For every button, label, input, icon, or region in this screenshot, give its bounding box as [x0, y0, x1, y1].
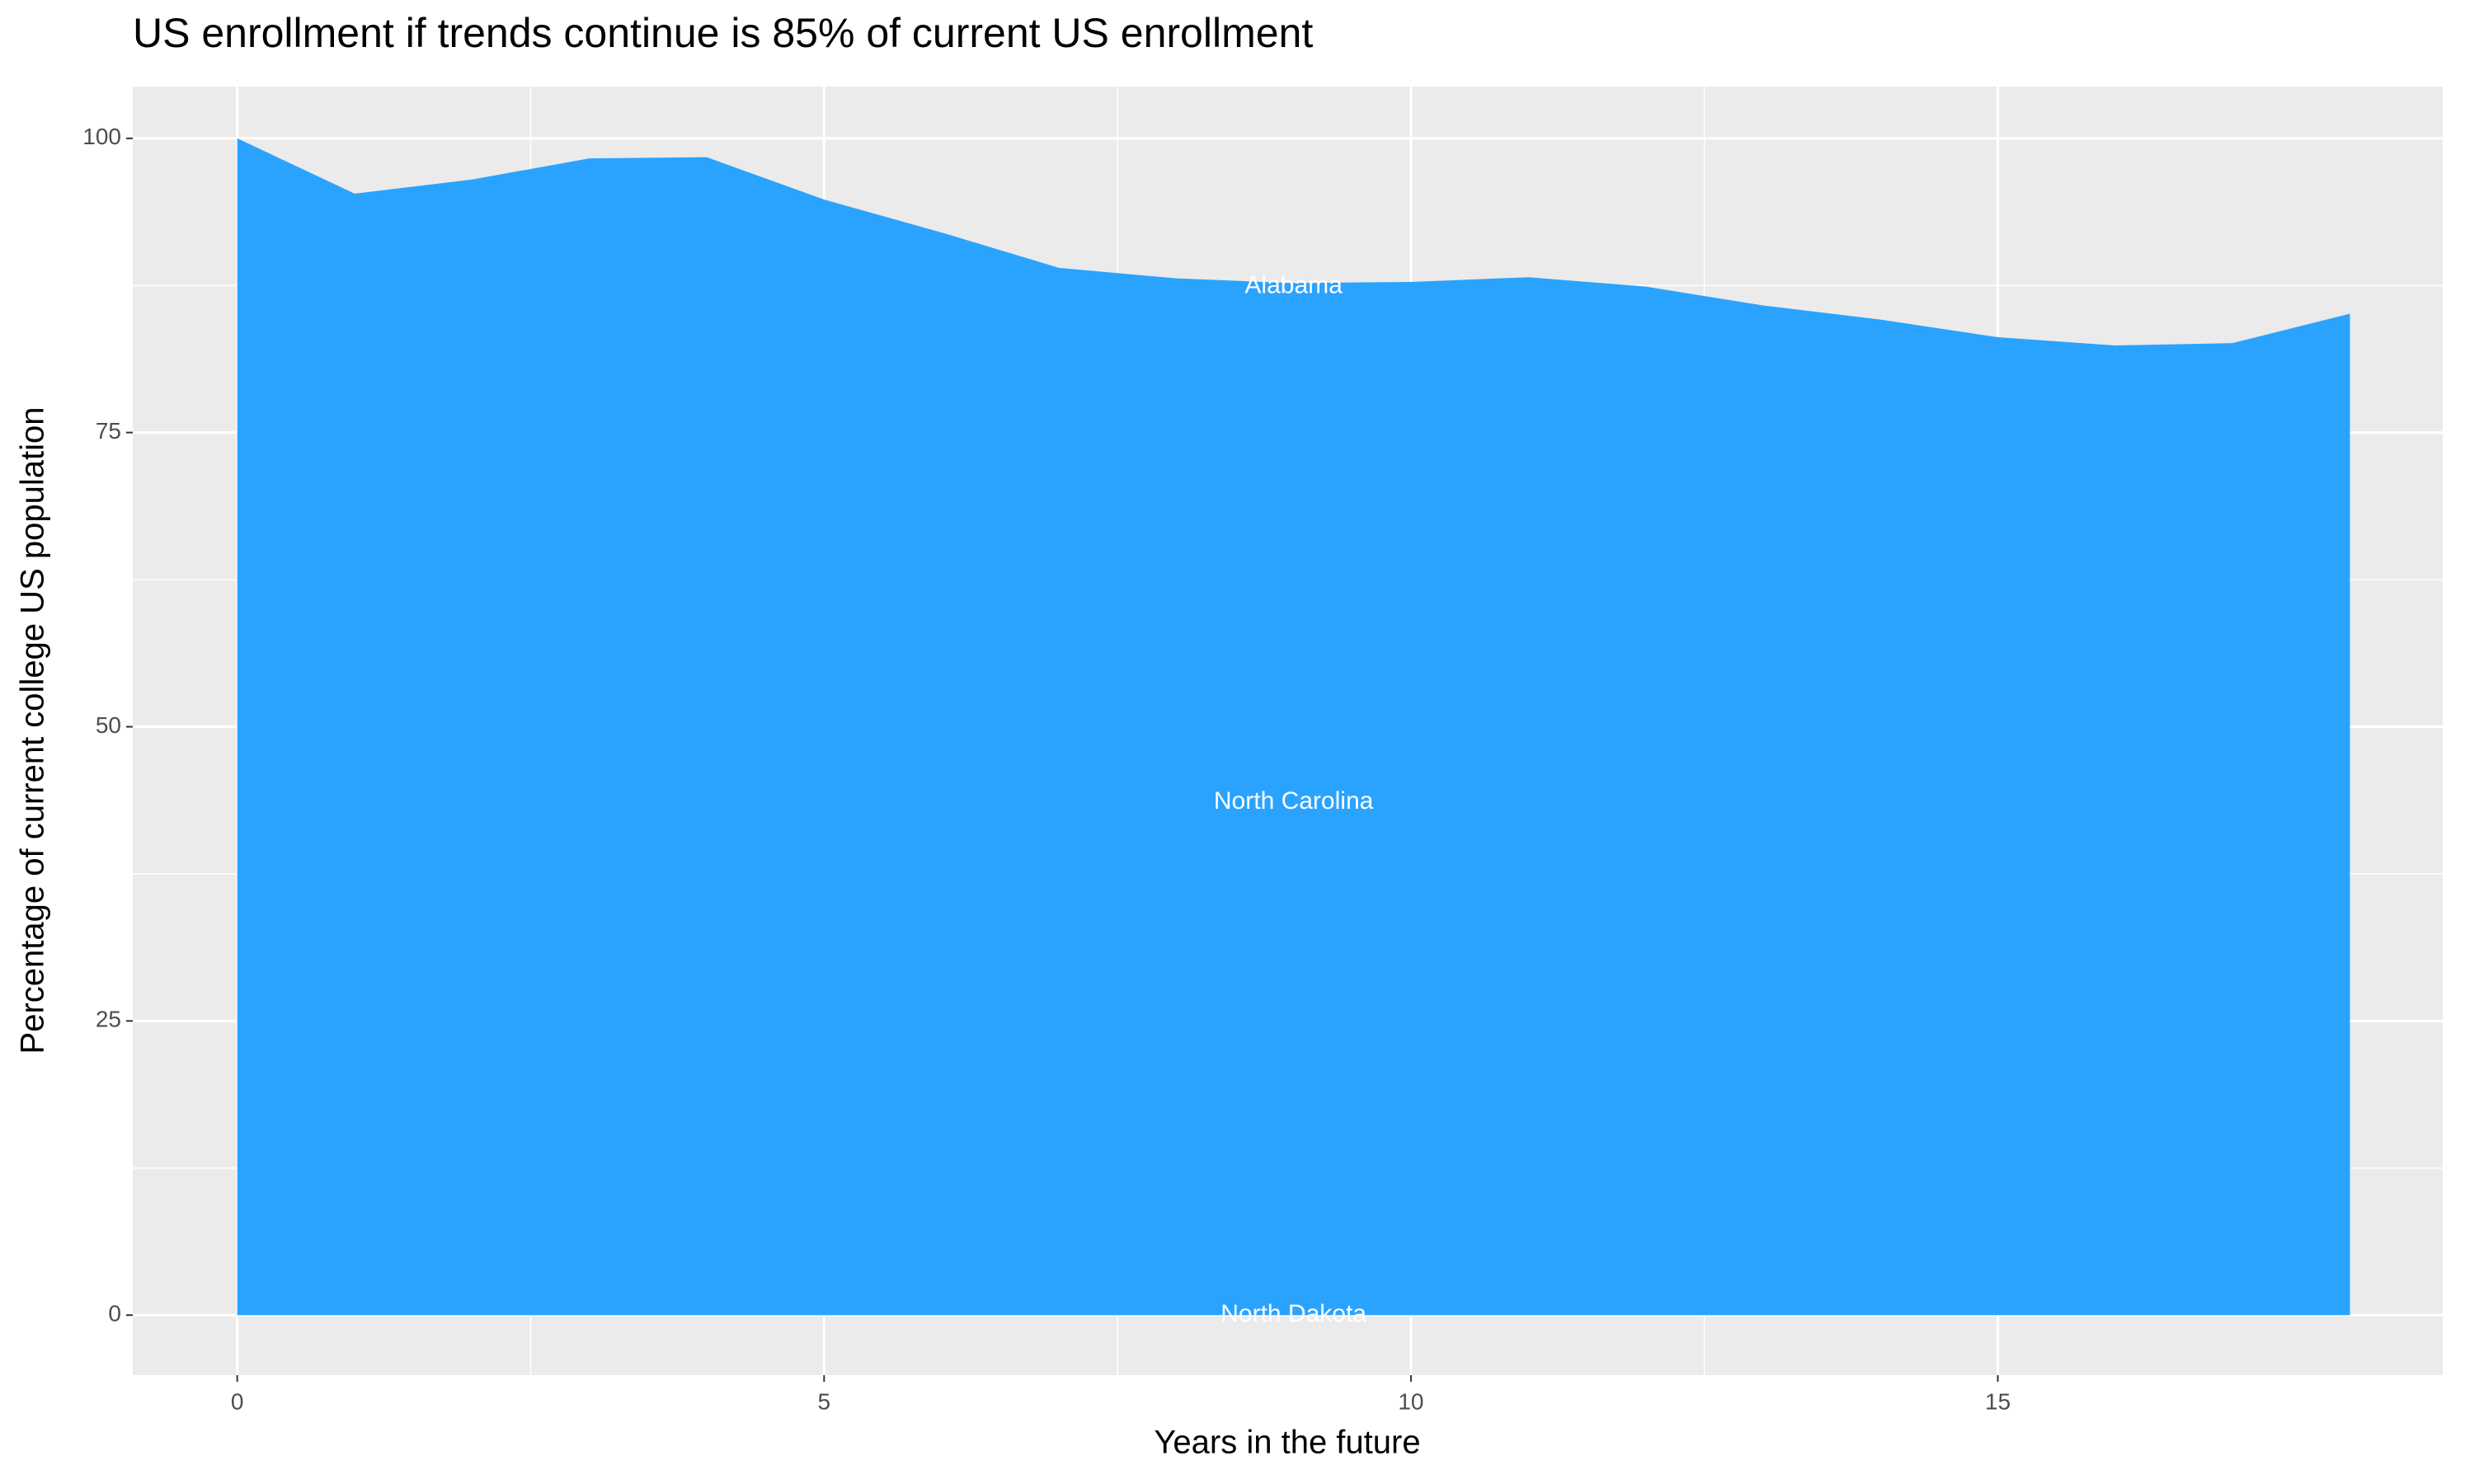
annotation: North Carolina — [1214, 787, 1374, 815]
area — [237, 138, 2350, 1316]
x-tick-label: 5 — [818, 1388, 831, 1414]
y-tick-label: 100 — [82, 124, 121, 149]
y-tick-label: 50 — [96, 712, 121, 738]
x-tick-label: 15 — [1985, 1388, 2011, 1414]
annotation: North Dakota — [1221, 1300, 1366, 1327]
y-tick-label: 0 — [108, 1301, 121, 1327]
x-axis-title: Years in the future — [1154, 1425, 1420, 1461]
y-tick-label: 75 — [96, 418, 121, 444]
chart-title: US enrollment if trends continue is 85% … — [133, 10, 1313, 56]
y-axis-title: Percentage of current college US populat… — [15, 407, 51, 1054]
x-tick-label: 0 — [231, 1388, 244, 1414]
annotation: Alabama — [1244, 272, 1343, 299]
x-tick-label: 10 — [1398, 1388, 1423, 1414]
y-tick-label: 25 — [96, 1007, 121, 1032]
